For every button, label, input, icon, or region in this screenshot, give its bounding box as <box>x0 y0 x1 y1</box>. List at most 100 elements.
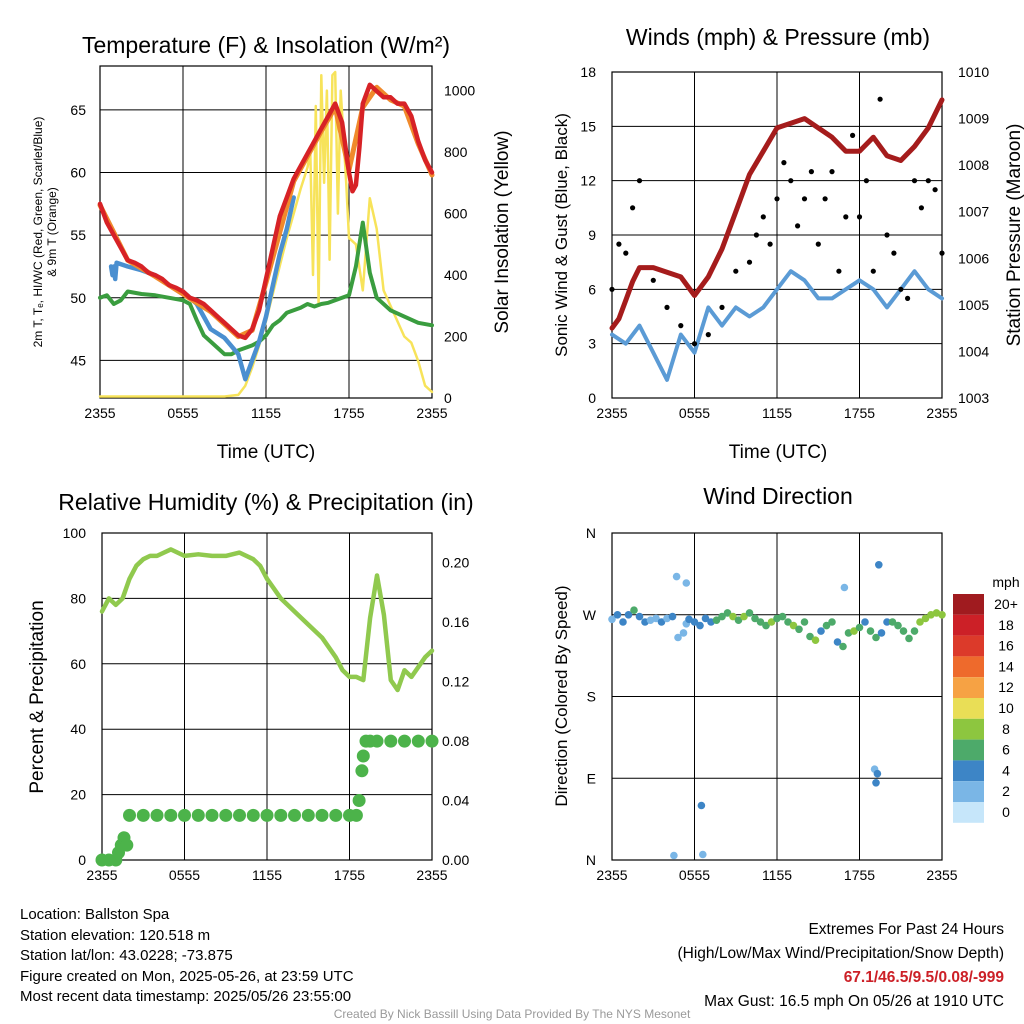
precip-y-tick-label: 0.04 <box>442 793 469 809</box>
gust-point <box>691 341 698 347</box>
solar-y-tick-label: 600 <box>444 206 468 222</box>
precip-point <box>150 808 164 822</box>
humidity-x-tick-label: 1155 <box>252 867 282 883</box>
wind-direction-point <box>697 801 706 810</box>
humidity-y-axis-label: Percent & Precipitation <box>27 600 48 793</box>
wind-direction-point <box>839 642 847 651</box>
wind-direction-point <box>910 627 919 635</box>
precip-point <box>123 808 136 822</box>
wind-direction-point <box>916 618 924 626</box>
direction-y-tick-label: E <box>587 770 596 786</box>
precip-point <box>274 808 288 822</box>
colorbar-swatch <box>953 760 984 782</box>
humidity-x-tick-label: 2355 <box>416 867 447 883</box>
gust-point <box>815 241 821 247</box>
wind-direction-point <box>613 611 622 619</box>
wind-direction-point <box>619 618 627 626</box>
solar-y-tick-label: 800 <box>444 144 468 160</box>
temp-y-tick-label: 60 <box>70 164 86 180</box>
gust-point <box>918 205 925 211</box>
gust-point <box>760 214 766 220</box>
humidity-x-tick-label: 0555 <box>169 867 200 883</box>
precip-y-tick-label: 0.16 <box>442 614 469 630</box>
direction-x-tick-label: 1755 <box>844 867 875 883</box>
wind-direction-point <box>861 618 869 626</box>
colorbar-label: 10 <box>998 700 1014 716</box>
wind-direction-point <box>873 769 882 778</box>
wind-direction-point <box>811 636 820 644</box>
winds-frame <box>611 71 943 399</box>
pressure-y-tick-label: 1010 <box>958 64 989 80</box>
gust-point <box>898 286 904 292</box>
gust-point <box>870 268 876 274</box>
wind-direction-point <box>723 609 732 617</box>
colorbar-label: 12 <box>998 679 1014 695</box>
temp-y-axis-label-line2: & 9m T (Orange) <box>45 187 59 277</box>
wind-direction-point <box>800 618 809 626</box>
wind-direction-point <box>875 561 883 569</box>
wind-y-tick-label: 18 <box>580 64 596 80</box>
solar-y-tick-label: 200 <box>444 329 468 345</box>
wind-direction-point <box>833 638 842 646</box>
solar-y-axis-label: Solar Insolation (Yellow) <box>492 130 513 333</box>
humidity-x-tick-label: 1755 <box>334 867 365 883</box>
direction-y-tick-label: N <box>586 852 596 868</box>
dewpoint-line <box>98 220 434 357</box>
precip-point <box>349 808 363 822</box>
gust-point <box>891 250 897 256</box>
wind-direction-point <box>679 629 688 637</box>
wind-direction-point <box>652 614 660 623</box>
wind-direction-point <box>624 611 633 619</box>
extremes-description: (High/Low/Max Wind/Precipitation/Snow De… <box>677 945 1005 962</box>
precip-point <box>384 734 398 748</box>
temp-x-tick-label: 2355 <box>416 405 447 421</box>
colorbar-swatch <box>953 614 984 636</box>
gust-point <box>822 196 828 202</box>
colorbar-swatch <box>953 739 984 761</box>
wind-direction-point <box>828 618 836 626</box>
extremes-title: Extremes For Past 24 Hours <box>808 921 1004 938</box>
wind-direction-point <box>806 632 814 641</box>
direction-frame <box>611 532 943 861</box>
wind-direction-point <box>630 606 638 614</box>
colorbar-label: 20+ <box>994 596 1018 612</box>
winds-panel-title: Winds (mph) & Pressure (mb) <box>626 24 930 50</box>
colorbar-label: 6 <box>1002 742 1010 758</box>
gust-point <box>877 96 883 102</box>
precip-point <box>205 808 219 822</box>
temp-y-axis-label-line1: 2m T, Tₑ, HI/WC (Red, Green, Scarlet/Blu… <box>31 117 45 348</box>
wind-direction-point <box>850 627 858 635</box>
colorbar-swatch <box>953 698 984 719</box>
wind-direction-point <box>921 614 930 623</box>
precip-point <box>355 764 369 778</box>
gust-point <box>705 332 711 338</box>
gust-point <box>808 169 815 175</box>
wind-direction-point <box>672 572 681 581</box>
sonic-wind-line <box>610 269 944 382</box>
gust-point <box>925 178 931 184</box>
humidity-y-tick-label: 40 <box>70 721 86 737</box>
pressure-y-tick-label: 1005 <box>958 297 989 313</box>
direction-x-tick-label: 0555 <box>679 867 710 883</box>
precip-point <box>260 808 274 822</box>
winds-x-tick-label: 1755 <box>844 405 875 421</box>
temp-x-tick-label: 1155 <box>251 405 281 421</box>
gust-point <box>746 259 753 265</box>
colorbar-label: 8 <box>1002 721 1010 737</box>
wind-direction-point <box>877 629 886 637</box>
wind-direction-point <box>674 633 682 642</box>
humidity-frame <box>101 532 433 861</box>
colorbar-swatch <box>953 781 984 802</box>
gust-point <box>733 268 739 274</box>
elevation-text: Station elevation: 120.518 m <box>20 926 211 944</box>
gust-point <box>884 232 890 238</box>
precip-y-tick-label: 0.08 <box>442 733 469 749</box>
direction-y-tick-label: N <box>586 525 596 541</box>
winds-x-tick-label: 2355 <box>926 405 957 421</box>
station-info: Location: Ballston Spa Station elevation… <box>20 905 354 1008</box>
gust-point <box>863 178 870 184</box>
precip-point <box>329 808 343 822</box>
wind-direction-point <box>751 614 759 623</box>
direction-x-tick-label: 1155 <box>762 867 792 883</box>
wind-direction-point <box>817 627 825 635</box>
